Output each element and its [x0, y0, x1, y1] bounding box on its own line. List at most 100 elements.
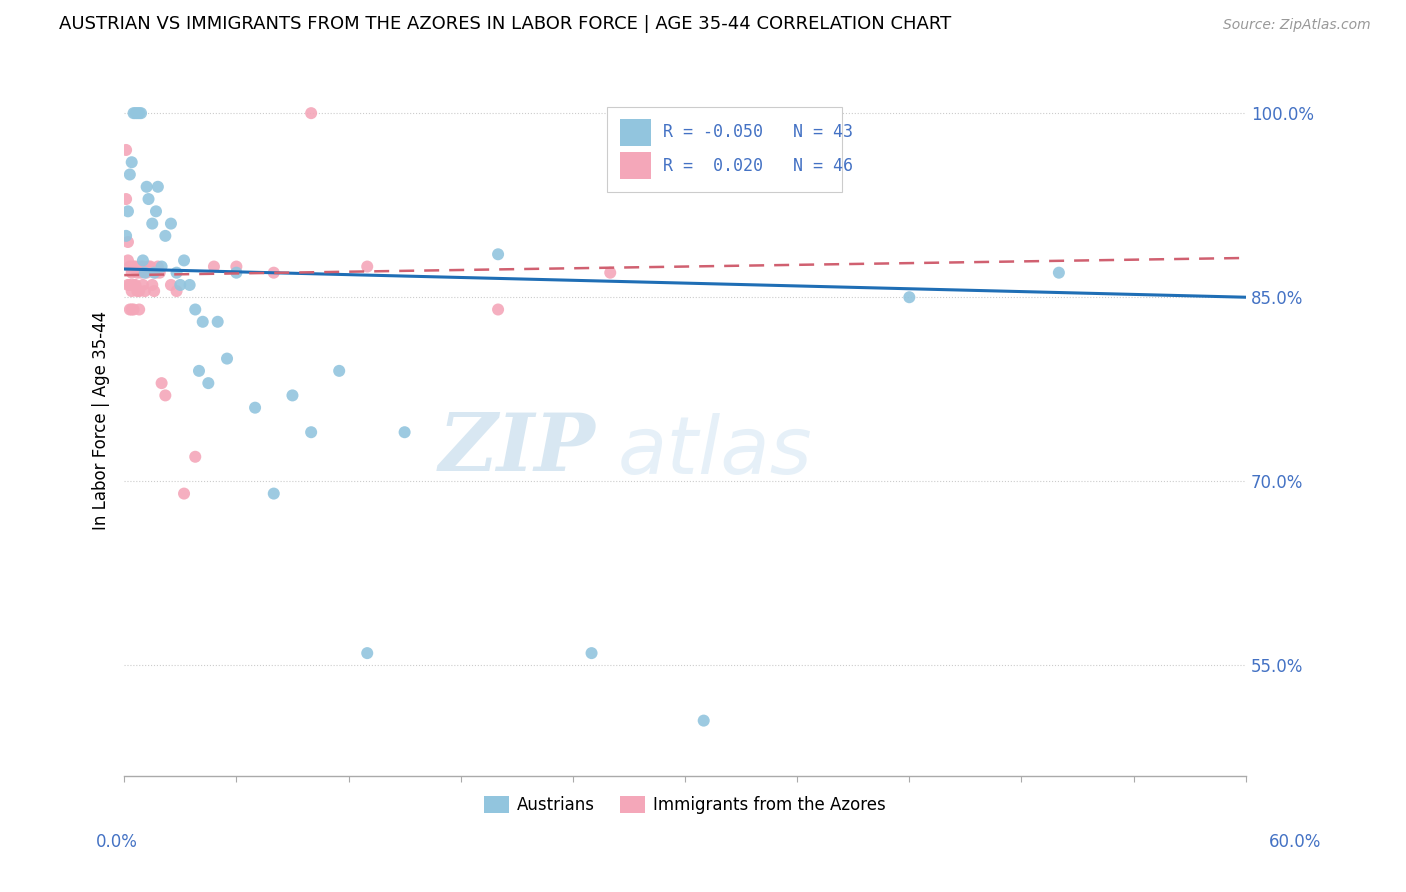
- Point: [486, 302, 509, 317]
- Point: [117, 235, 139, 249]
- Point: [225, 260, 247, 274]
- Point: [197, 376, 219, 391]
- Point: [356, 260, 378, 274]
- Point: [122, 277, 145, 292]
- Point: [155, 228, 177, 243]
- Bar: [620, 119, 651, 146]
- Point: [145, 266, 167, 280]
- Point: [118, 277, 141, 292]
- Point: [243, 401, 266, 415]
- Point: [124, 260, 146, 274]
- Point: [263, 486, 285, 500]
- Point: [150, 260, 173, 274]
- Point: [124, 277, 146, 292]
- Point: [160, 277, 183, 292]
- Text: R =  0.020   N = 46: R = 0.020 N = 46: [662, 157, 852, 175]
- Point: [166, 284, 188, 298]
- Point: [115, 192, 138, 206]
- Text: AUSTRIAN VS IMMIGRANTS FROM THE AZORES IN LABOR FORCE | AGE 35-44 CORRELATION CH: AUSTRIAN VS IMMIGRANTS FROM THE AZORES I…: [59, 15, 952, 33]
- Point: [155, 388, 177, 402]
- Point: [356, 646, 378, 660]
- Point: [139, 260, 162, 274]
- Point: [150, 376, 173, 391]
- Point: [135, 179, 157, 194]
- Point: [263, 266, 285, 280]
- Point: [173, 253, 195, 268]
- Point: [129, 106, 152, 120]
- Point: [146, 260, 169, 274]
- Point: [184, 302, 207, 317]
- Point: [134, 266, 156, 280]
- Text: atlas: atlas: [617, 413, 813, 491]
- Point: [129, 266, 152, 280]
- Point: [122, 260, 145, 274]
- Text: Source: ZipAtlas.com: Source: ZipAtlas.com: [1223, 19, 1371, 32]
- Point: [141, 277, 163, 292]
- Point: [173, 486, 195, 500]
- Text: 60.0%: 60.0%: [1270, 833, 1322, 851]
- Point: [141, 217, 163, 231]
- Point: [394, 425, 416, 440]
- Point: [581, 646, 603, 660]
- Point: [149, 266, 172, 280]
- Point: [184, 450, 207, 464]
- Point: [122, 302, 145, 317]
- Y-axis label: In Labor Force | Age 35-44: In Labor Force | Age 35-44: [93, 310, 110, 530]
- Point: [898, 290, 921, 304]
- Point: [299, 106, 322, 120]
- Point: [169, 277, 191, 292]
- Point: [132, 253, 155, 268]
- Point: [486, 247, 509, 261]
- Point: [1047, 266, 1070, 280]
- Point: [128, 284, 150, 298]
- Point: [207, 315, 229, 329]
- Point: [299, 425, 322, 440]
- Text: R = -0.050   N = 43: R = -0.050 N = 43: [662, 123, 852, 142]
- Point: [328, 364, 350, 378]
- Point: [134, 284, 156, 298]
- Point: [188, 364, 211, 378]
- Point: [127, 106, 149, 120]
- Point: [693, 714, 716, 728]
- Point: [215, 351, 238, 366]
- Point: [202, 260, 225, 274]
- Point: [281, 388, 304, 402]
- Point: [132, 260, 155, 274]
- Point: [127, 284, 149, 298]
- Point: [138, 192, 160, 206]
- Point: [138, 260, 160, 274]
- Point: [117, 253, 139, 268]
- Point: [121, 284, 143, 298]
- Point: [118, 168, 141, 182]
- FancyBboxPatch shape: [606, 107, 842, 192]
- Point: [128, 106, 150, 120]
- Point: [122, 106, 145, 120]
- Point: [160, 217, 183, 231]
- Point: [146, 179, 169, 194]
- Point: [143, 284, 166, 298]
- Point: [132, 277, 155, 292]
- Point: [166, 266, 188, 280]
- Point: [129, 260, 152, 274]
- Point: [115, 228, 138, 243]
- Point: [117, 277, 139, 292]
- Point: [225, 266, 247, 280]
- Point: [121, 266, 143, 280]
- Point: [143, 266, 166, 280]
- Text: ZIP: ZIP: [439, 409, 595, 487]
- Point: [599, 266, 621, 280]
- Legend: Austrians, Immigrants from the Azores: Austrians, Immigrants from the Azores: [477, 789, 893, 821]
- Point: [121, 302, 143, 317]
- Point: [135, 266, 157, 280]
- Point: [121, 155, 143, 169]
- Point: [179, 277, 201, 292]
- Point: [145, 204, 167, 219]
- Point: [115, 143, 138, 157]
- Point: [127, 266, 149, 280]
- Point: [118, 260, 141, 274]
- Point: [124, 106, 146, 120]
- Point: [118, 302, 141, 317]
- Text: 0.0%: 0.0%: [96, 833, 138, 851]
- Point: [117, 204, 139, 219]
- Bar: [620, 153, 651, 179]
